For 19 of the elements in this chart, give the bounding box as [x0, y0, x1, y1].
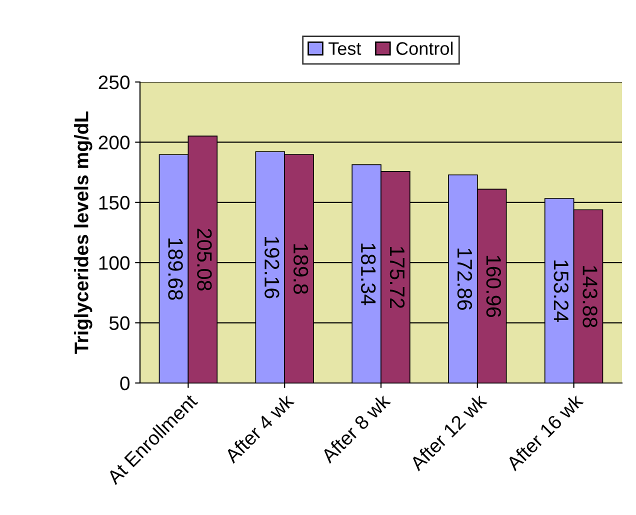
legend-label: Control [396, 42, 453, 55]
data-label: 160.96 [486, 256, 502, 318]
data-label: 181.34 [360, 244, 376, 306]
data-label: 153.24 [554, 260, 568, 322]
y-tick-label: 150 [99, 196, 130, 210]
y-tick-label: 0 [120, 376, 130, 390]
y-tick-label: 250 [98, 75, 130, 90]
y-tick-label: 100 [99, 256, 130, 270]
data-label: 172.86 [457, 248, 472, 310]
y-tick-label: 200 [98, 136, 130, 150]
data-label: 205.08 [197, 228, 212, 290]
data-label: 175.72 [390, 246, 405, 308]
legend-label: Test [328, 42, 362, 55]
data-label: 189.68 [168, 238, 183, 300]
data-label: 192.16 [264, 237, 280, 298]
y-axis-title: Triglycerides levels mg/dL [74, 112, 92, 354]
y-tick-label: 50 [109, 316, 130, 330]
data-label: 189.8 [293, 244, 308, 294]
data-label: 143.88 [582, 266, 598, 328]
